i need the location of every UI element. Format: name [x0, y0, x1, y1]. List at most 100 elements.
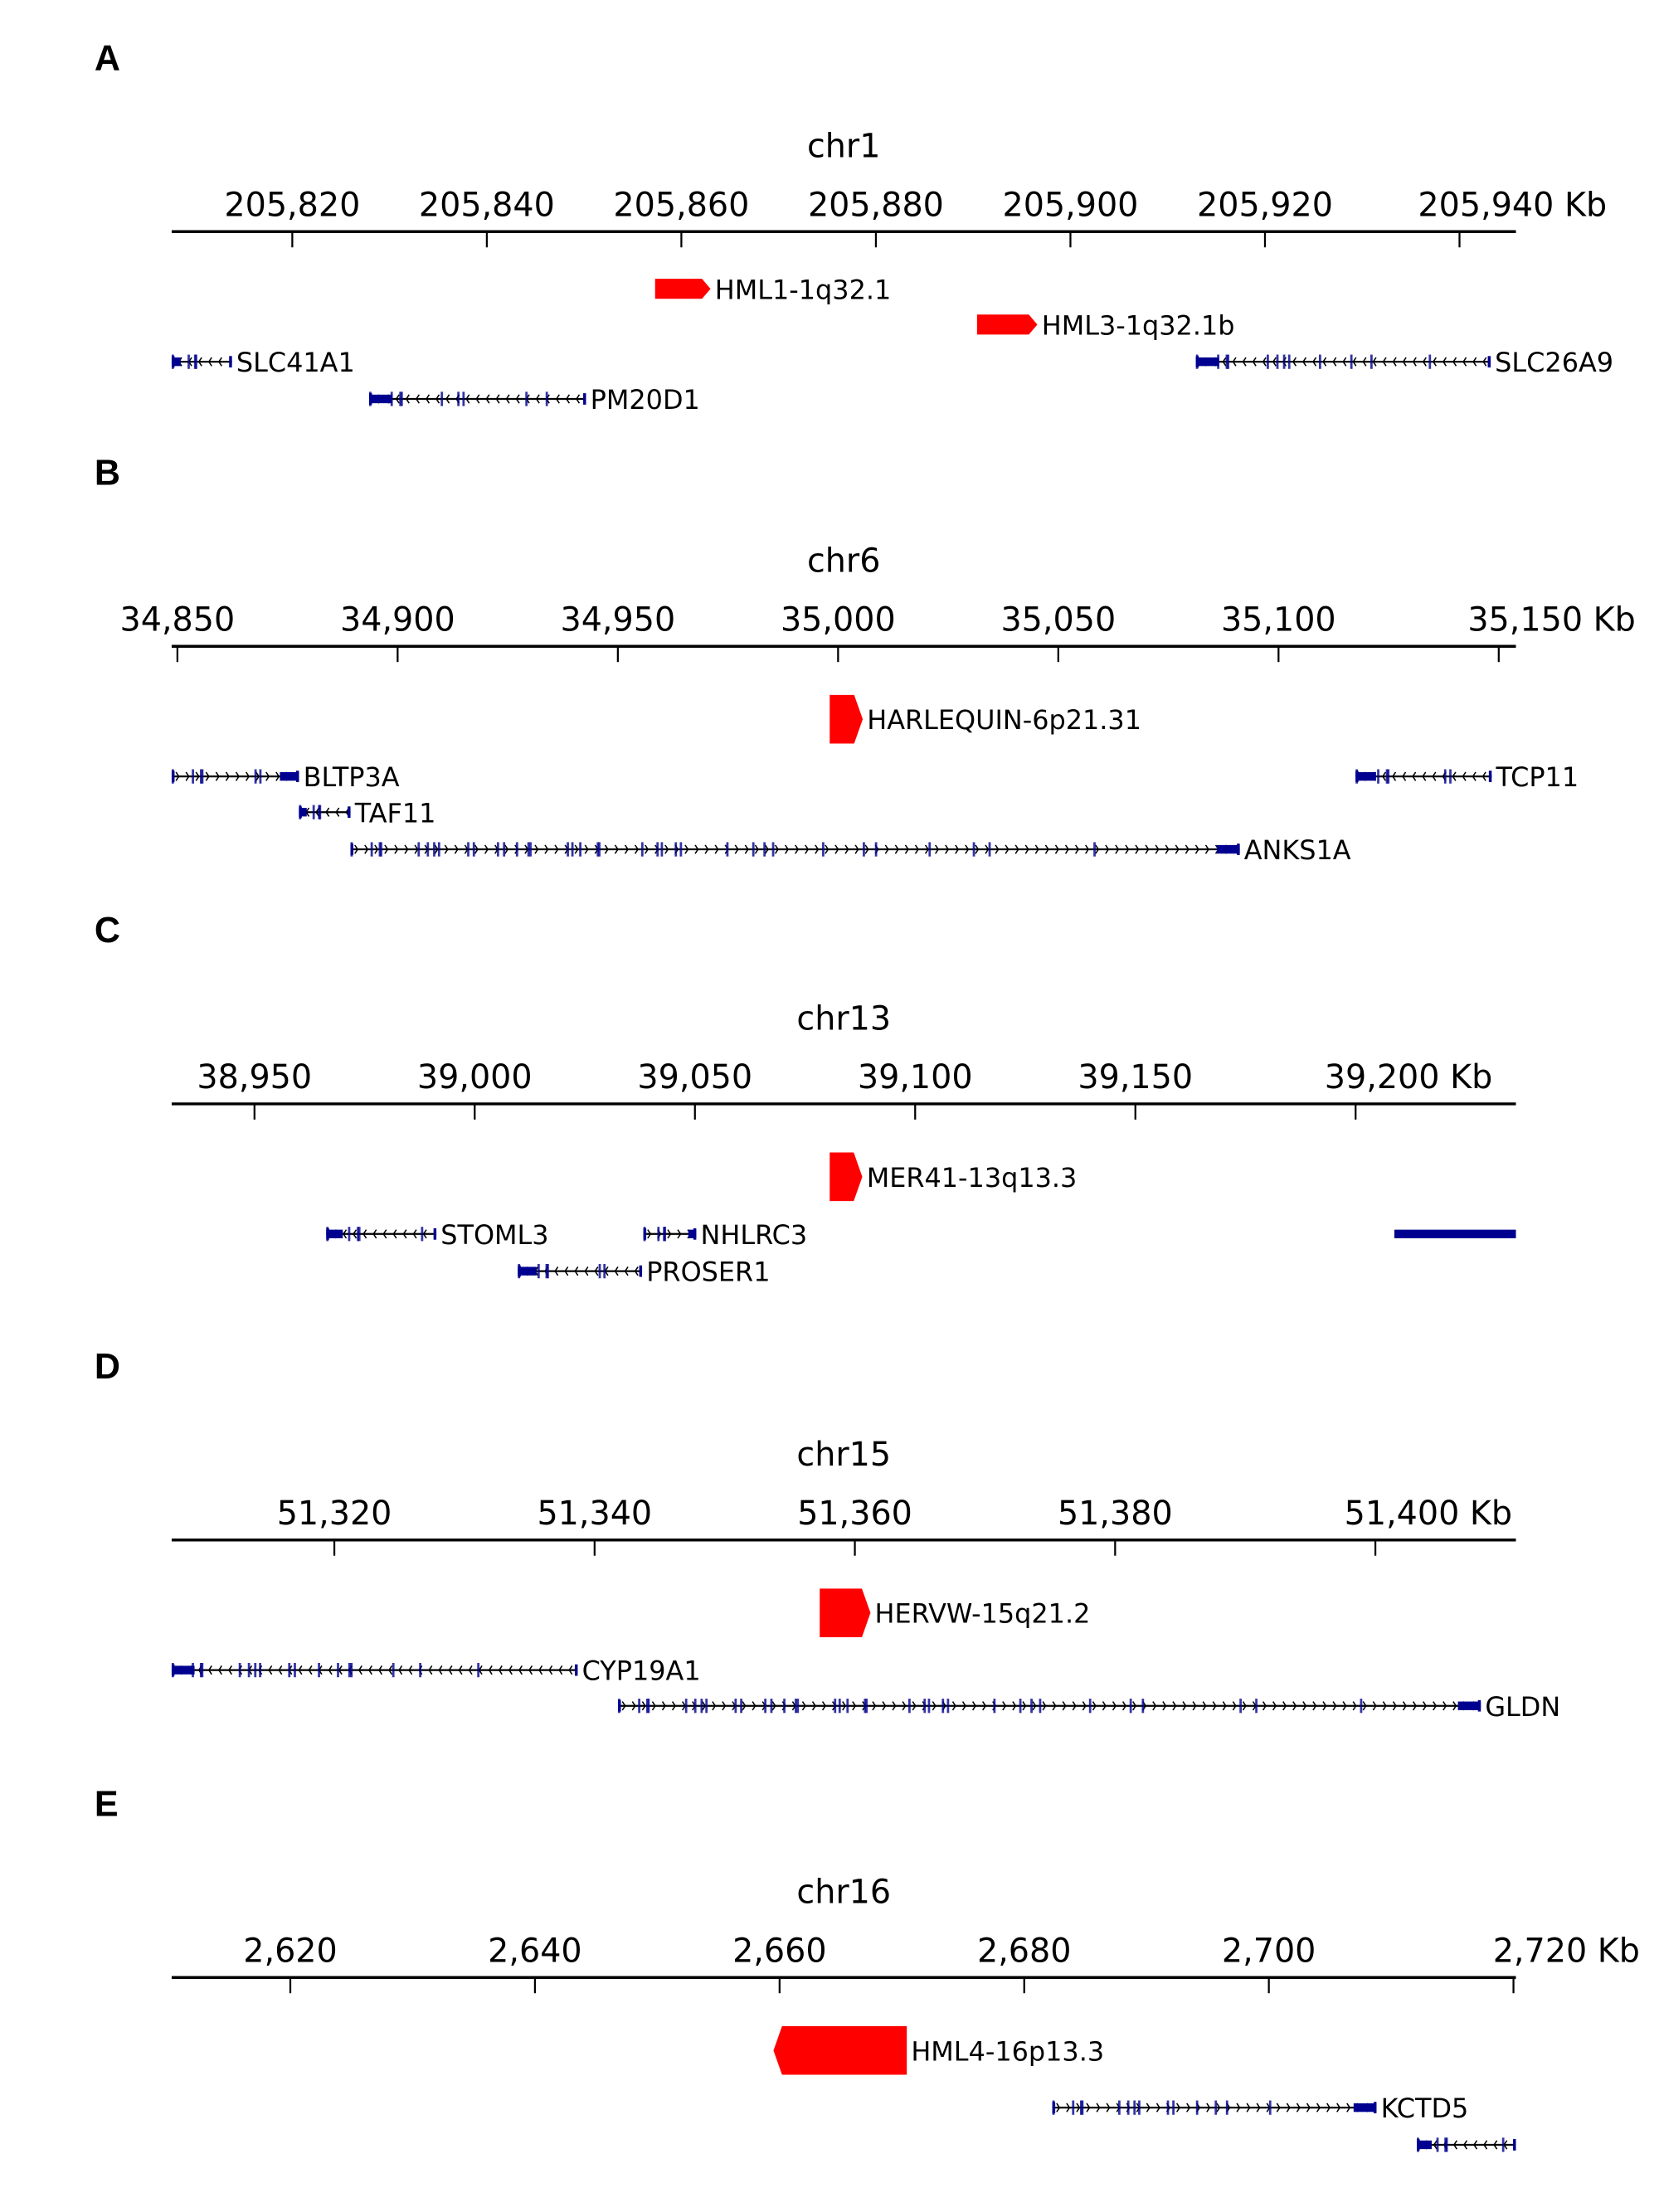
exon	[598, 1264, 601, 1279]
strand-chevron	[1032, 1701, 1037, 1711]
exon	[567, 842, 569, 857]
strand-chevron	[207, 1665, 212, 1675]
strand-chevron	[574, 1266, 579, 1276]
strand-chevron	[1086, 2103, 1091, 2112]
exon	[1133, 2100, 1136, 2115]
feature-label: HERVW-15q21.2	[875, 1598, 1091, 1630]
exon	[171, 771, 175, 783]
exon	[247, 1662, 251, 1678]
exon	[1072, 2100, 1075, 2115]
exon	[337, 1662, 339, 1678]
tick-label: 39,200 Kb	[1325, 1058, 1492, 1096]
strand-chevron	[1145, 844, 1150, 854]
tick-label: 205,840	[419, 186, 555, 224]
exon	[908, 1699, 911, 1714]
exon	[770, 1699, 773, 1714]
utr-block	[1457, 1701, 1481, 1710]
strand-chevron	[1066, 2103, 1071, 2112]
strand-chevron	[382, 1229, 387, 1239]
exon	[1227, 354, 1229, 369]
feature-label: STOML3	[440, 1219, 548, 1251]
strand-chevron	[1481, 771, 1486, 781]
strand-chevron	[864, 844, 869, 854]
strand-chevron	[1165, 844, 1170, 854]
exon	[579, 842, 581, 857]
strand-chevron	[744, 844, 749, 854]
strand-chevron	[1125, 844, 1130, 854]
strand-chevron	[175, 771, 180, 781]
feature-label: MER41-13q13.3	[867, 1162, 1078, 1194]
exon	[1118, 2100, 1121, 2115]
tick-label: 34,950	[560, 600, 675, 639]
strand-chevron	[1443, 357, 1447, 367]
exon	[639, 1265, 643, 1277]
exon	[370, 842, 373, 857]
strand-chevron	[771, 1701, 776, 1711]
strand-chevron	[392, 1229, 397, 1239]
strand-chevron	[1246, 2103, 1251, 2112]
exon	[254, 769, 257, 784]
gene-model: STOML3	[326, 1219, 549, 1251]
exon	[392, 1662, 395, 1678]
exon	[467, 842, 469, 857]
strand-chevron	[335, 807, 340, 817]
exon	[515, 842, 518, 857]
exon	[603, 1264, 606, 1279]
strand-chevron	[815, 844, 820, 854]
utr-block	[326, 1229, 343, 1238]
exon	[433, 1228, 437, 1240]
exon	[783, 1699, 786, 1714]
strand-chevron	[495, 394, 500, 404]
tick-label: 2,660	[732, 1932, 826, 1970]
strand-chevron	[935, 844, 940, 854]
strand-chevron	[712, 1701, 717, 1711]
strand-chevron	[945, 844, 950, 854]
exon	[863, 842, 865, 857]
exon	[1370, 354, 1373, 369]
exon	[294, 1662, 296, 1678]
exon	[734, 1699, 737, 1714]
strand-chevron	[641, 1701, 646, 1711]
tick-label: 51,340	[537, 1495, 652, 1533]
strand-chevron	[764, 844, 769, 854]
exon	[1255, 1699, 1258, 1714]
strand-chevron	[784, 844, 790, 854]
strand-chevron	[372, 1229, 377, 1239]
strand-chevron	[565, 394, 571, 404]
strand-chevron	[395, 394, 400, 404]
strand-chevron	[1342, 1701, 1347, 1711]
exon	[1428, 354, 1432, 369]
strand-chevron	[554, 1266, 559, 1276]
strand-chevron	[426, 394, 431, 404]
exon	[1387, 769, 1390, 784]
strand-chevron	[278, 1665, 283, 1675]
strand-chevron	[328, 1665, 333, 1675]
strand-chevron	[1392, 357, 1397, 367]
panel-letter: A	[95, 38, 120, 78]
strand-chevron	[1372, 1701, 1377, 1711]
strand-chevron	[1185, 844, 1190, 854]
feature-label: SLC26A9	[1495, 347, 1613, 378]
exon	[545, 391, 548, 406]
repeat-element: MER41-13q13.3	[830, 1152, 1078, 1202]
strand-chevron	[1462, 771, 1467, 781]
strand-chevron	[1194, 844, 1199, 854]
gene-model	[1394, 1229, 1516, 1238]
exon	[437, 842, 440, 857]
exon	[796, 1699, 800, 1714]
strand-chevron	[1052, 1701, 1057, 1711]
strand-chevron	[185, 771, 190, 781]
exon	[529, 842, 532, 857]
strand-chevron	[1272, 1701, 1277, 1711]
strand-chevron	[1102, 1701, 1107, 1711]
exon	[378, 842, 382, 857]
exon	[1195, 2100, 1199, 2115]
strand-chevron	[801, 1701, 806, 1711]
tick-label: 205,880	[808, 186, 944, 224]
exon	[318, 805, 321, 819]
strand-chevron	[894, 844, 899, 854]
strand-chevron	[535, 394, 540, 404]
exon	[643, 1228, 647, 1240]
